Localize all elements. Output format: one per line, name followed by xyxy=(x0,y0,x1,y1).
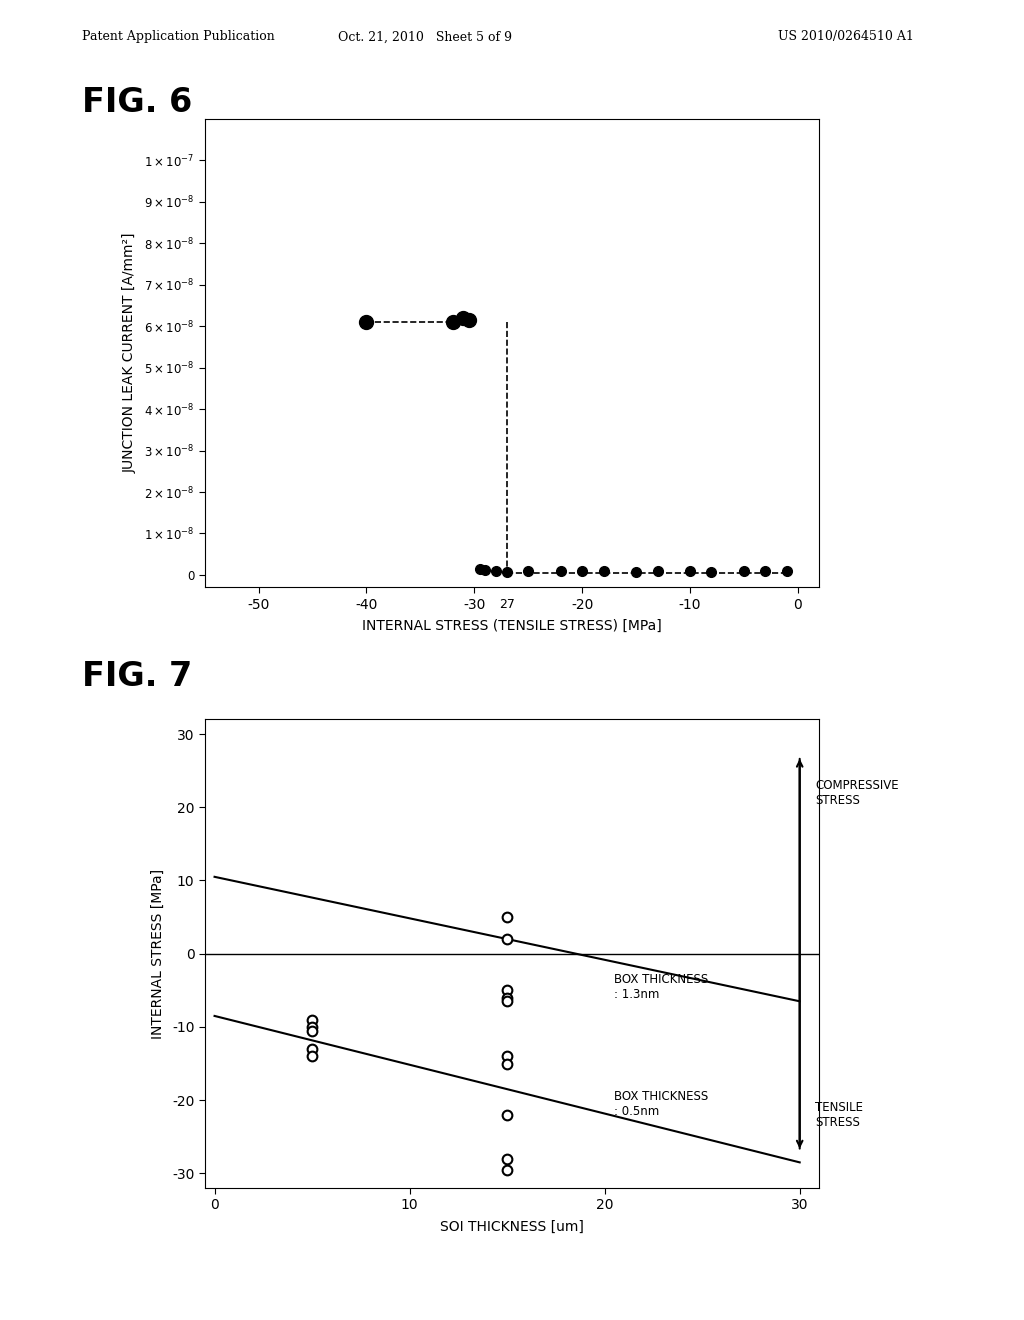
Text: 27: 27 xyxy=(499,598,514,611)
Text: US 2010/0264510 A1: US 2010/0264510 A1 xyxy=(778,30,914,44)
Text: BOX THICKNESS
: 1.3nm: BOX THICKNESS : 1.3nm xyxy=(614,973,709,1001)
Text: FIG. 6: FIG. 6 xyxy=(82,86,193,119)
X-axis label: SOI THICKNESS [um]: SOI THICKNESS [um] xyxy=(440,1220,584,1233)
Text: FIG. 7: FIG. 7 xyxy=(82,660,193,693)
Y-axis label: INTERNAL STRESS [MPa]: INTERNAL STRESS [MPa] xyxy=(151,869,165,1039)
X-axis label: INTERNAL STRESS (TENSILE STRESS) [MPa]: INTERNAL STRESS (TENSILE STRESS) [MPa] xyxy=(362,619,662,632)
Y-axis label: JUNCTION LEAK CURRENT [A/mm²]: JUNCTION LEAK CURRENT [A/mm²] xyxy=(123,232,137,474)
Text: COMPRESSIVE
STRESS: COMPRESSIVE STRESS xyxy=(815,779,899,807)
Text: BOX THICKNESS
: 0.5nm: BOX THICKNESS : 0.5nm xyxy=(614,1090,709,1118)
Text: TENSILE
STRESS: TENSILE STRESS xyxy=(815,1101,863,1129)
Text: Oct. 21, 2010   Sheet 5 of 9: Oct. 21, 2010 Sheet 5 of 9 xyxy=(338,30,512,44)
Text: Patent Application Publication: Patent Application Publication xyxy=(82,30,274,44)
